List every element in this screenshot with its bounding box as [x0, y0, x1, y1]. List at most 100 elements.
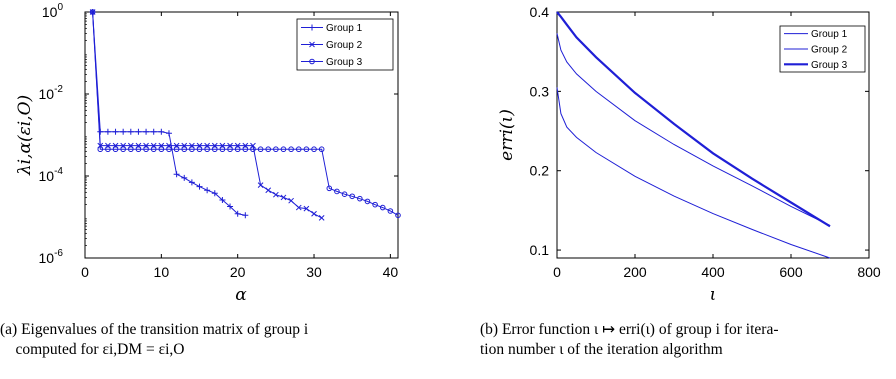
- series-3-point: [303, 146, 310, 153]
- legend-label-3: Group 3: [326, 57, 363, 68]
- series-1-point: [196, 183, 203, 190]
- plot-b-xlabel: ι: [710, 285, 717, 305]
- series-2-point: [295, 204, 302, 211]
- plot-b-ytick-label: 0.3: [530, 83, 550, 99]
- plot-b-ylabel: erri(ι): [497, 109, 517, 161]
- panel-b-chart: 0 200 400 600 800 0.1 0.2 0.3 0.4 Group 1 Group 2…: [497, 4, 881, 305]
- plot-a-ylabel: λi,α(εi,O): [15, 95, 35, 176]
- series-3-point: [128, 146, 134, 153]
- plot-a-xtick-label: 20: [230, 264, 246, 280]
- series-3-point: [112, 146, 119, 153]
- series-2-point: [303, 205, 310, 212]
- series-2-point: [280, 194, 287, 201]
- legend-marker-1: [309, 24, 315, 31]
- series-3-point: [257, 146, 264, 153]
- plot-a-ytick-label: 10-2: [39, 84, 64, 102]
- plot-a-xtick-label: 40: [383, 264, 399, 280]
- series-1-point: [234, 210, 241, 217]
- plot-b-xtick-label: 600: [779, 264, 803, 280]
- series-3-point: [265, 146, 272, 153]
- series-3-point: [341, 191, 348, 197]
- series-3-point: [105, 146, 111, 153]
- series-3-point: [120, 146, 126, 153]
- series-3-point: [242, 146, 249, 153]
- series-line-2: [556, 33, 831, 226]
- series-2-point: [257, 182, 264, 188]
- series-1-point: [143, 128, 150, 135]
- series-3-point: [158, 146, 165, 153]
- caption-a: (a) Eigenvalues of the transition matrix…: [0, 321, 309, 358]
- series-1-point: [120, 128, 127, 135]
- plot-a-xlabel: α: [235, 285, 247, 305]
- plot-a-ytick-label: 10-4: [39, 166, 64, 184]
- series-2-point: [318, 215, 325, 221]
- plot-a-legend: Group 1 Group 2 Group 3: [296, 18, 394, 71]
- series-1-point: [173, 171, 180, 178]
- series-line-1: [556, 87, 831, 259]
- series-3-point: [372, 201, 378, 208]
- plot-a-series: [89, 9, 401, 221]
- series-3-point: [326, 185, 333, 192]
- plot-a-xtick-label: 0: [81, 264, 89, 280]
- series-3-point: [357, 195, 363, 202]
- series-3-point: [379, 204, 386, 211]
- series-3-point: [173, 146, 180, 153]
- plot-b-xtick-label: 0: [553, 264, 561, 280]
- series-3-point: [311, 146, 317, 153]
- series-3-point: [364, 198, 371, 205]
- plot-b-ytick-label: 0.1: [530, 242, 550, 258]
- series-3-point: [250, 146, 256, 153]
- plot-a-xtick-label: 30: [306, 264, 322, 280]
- legend-label-1: Group 1: [811, 29, 848, 40]
- plot-a-xtick-label: 10: [154, 264, 170, 280]
- series-3-point: [143, 146, 149, 153]
- plot-b-xtick-label: 200: [623, 264, 647, 280]
- series-2-point: [273, 191, 279, 198]
- plot-b-ticks: 0 200 400 600 800 0.1 0.2 0.3 0.4: [530, 4, 881, 280]
- legend-label-1: Group 1: [326, 23, 363, 34]
- series-2-point: [265, 187, 272, 194]
- series-3-point: [89, 9, 96, 15]
- series-1-point: [181, 174, 188, 181]
- series-1-point: [158, 128, 165, 135]
- series-3-point: [295, 146, 302, 153]
- series-1-point: [150, 128, 157, 135]
- series-1-point: [104, 128, 111, 135]
- plot-a-ytick-label: 100: [42, 2, 64, 20]
- legend-marker-2: [309, 41, 315, 48]
- caption-b: (b) Error function ι ↦ erri(ι) of group …: [480, 321, 779, 358]
- series-1-point: [135, 128, 142, 135]
- series-1-point: [219, 196, 226, 203]
- series-3-point: [150, 146, 157, 153]
- series-3-point: [234, 146, 241, 153]
- series-1-point: [127, 128, 134, 135]
- plot-b-legend: Group 1 Group 2 Group 3: [779, 25, 866, 73]
- series-3-point: [273, 146, 279, 153]
- series-1-point: [204, 187, 211, 194]
- series-3-point: [135, 146, 142, 153]
- series-3-point: [318, 146, 325, 153]
- series-3-point: [211, 146, 218, 153]
- legend-label-2: Group 2: [326, 40, 363, 51]
- series-3-point: [166, 146, 172, 153]
- series-1-point: [112, 128, 119, 135]
- plot-b-ytick-label: 0.2: [530, 163, 550, 179]
- series-3-point: [219, 146, 226, 153]
- legend-label-2: Group 2: [811, 45, 848, 56]
- legend-label-3: Group 3: [811, 60, 848, 71]
- plot-b-xtick-label: 800: [857, 264, 881, 280]
- series-line-3: [556, 11, 831, 228]
- legend-marker-3: [309, 58, 315, 65]
- series-3-point: [395, 212, 401, 219]
- series-3-point: [288, 146, 294, 153]
- series-3-point: [387, 208, 394, 214]
- series-2-point: [288, 197, 294, 204]
- series-2-point: [311, 210, 317, 217]
- series-3-point: [189, 146, 195, 153]
- series-1-point: [211, 190, 218, 197]
- series-1-point: [242, 212, 249, 219]
- plot-b-series: [556, 11, 831, 259]
- series-3-point: [349, 193, 355, 200]
